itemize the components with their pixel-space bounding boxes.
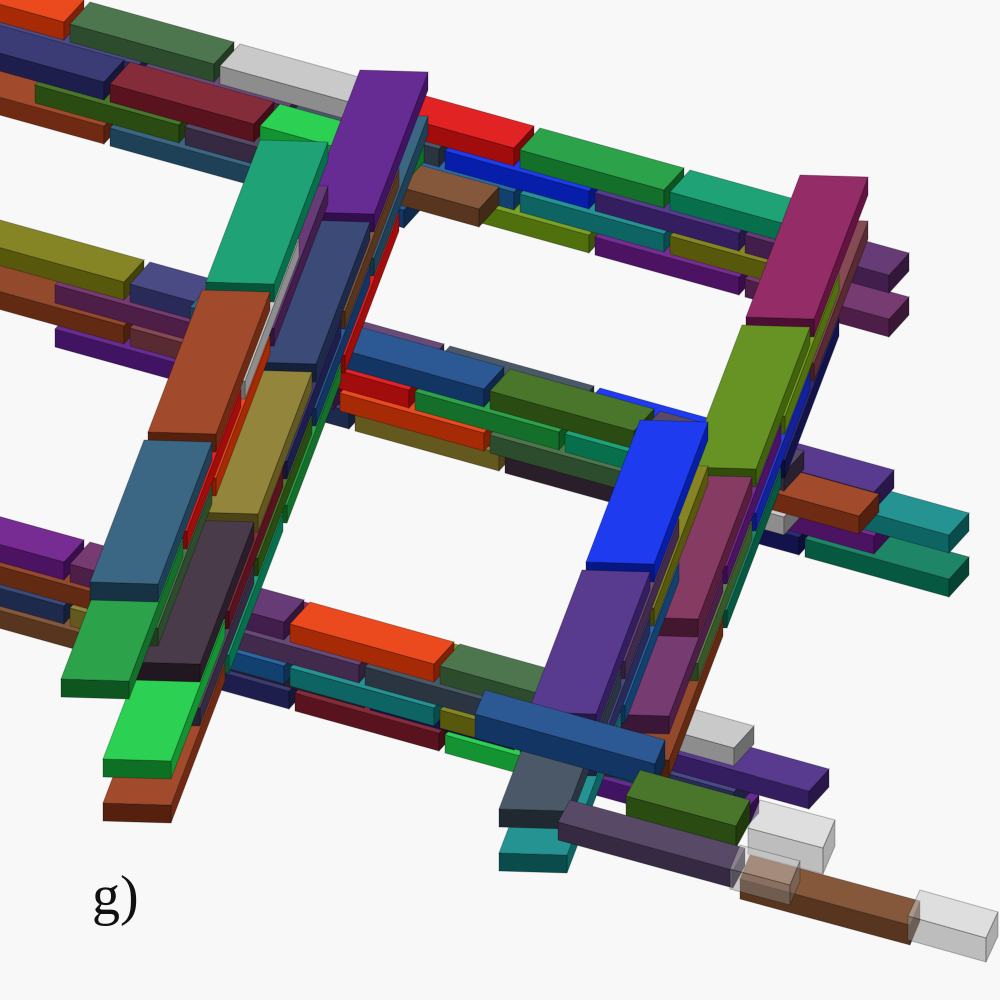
brick bbox=[89, 439, 213, 603]
brick bbox=[0, 25, 125, 102]
brick bbox=[907, 889, 999, 963]
brick bbox=[69, 1, 235, 84]
brick bbox=[625, 769, 751, 849]
brick bbox=[729, 844, 801, 906]
brick bbox=[557, 799, 746, 889]
brick bbox=[747, 799, 836, 875]
panel-label: g) bbox=[92, 865, 139, 927]
brick bbox=[519, 127, 685, 210]
brick bbox=[0, 219, 145, 302]
